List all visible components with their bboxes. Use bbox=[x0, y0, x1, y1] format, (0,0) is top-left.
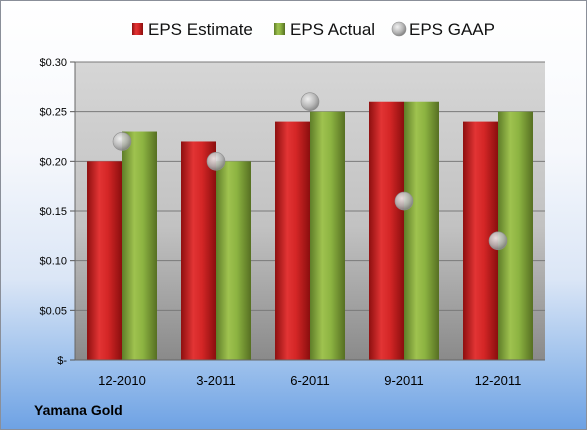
gaap-markers bbox=[112, 92, 508, 251]
y-tick-label: $0.05 bbox=[39, 305, 67, 317]
legend-item-eps-actual: EPS Actual bbox=[274, 20, 375, 39]
legend-label: EPS Estimate bbox=[148, 20, 253, 39]
legend-swatch-eps-estimate bbox=[132, 23, 143, 35]
bar-eps-actual bbox=[404, 101, 439, 360]
bar-eps-actual bbox=[310, 111, 345, 361]
x-tick-label: 12-2010 bbox=[98, 373, 146, 388]
bar-eps-estimate bbox=[275, 121, 310, 360]
bar-eps-actual bbox=[216, 161, 251, 360]
y-axis: $- $0.05 $0.10 $0.15 $0.20 $0.25 $0.30 bbox=[39, 57, 76, 367]
company-name: Yamana Gold bbox=[34, 402, 123, 418]
bars bbox=[87, 101, 533, 361]
y-tick-label: $0.10 bbox=[39, 256, 67, 268]
y-tick-label: $0.30 bbox=[39, 57, 67, 69]
y-tick-label: $- bbox=[57, 355, 67, 367]
legend-item-eps-gaap: EPS GAAP bbox=[391, 20, 495, 39]
marker-eps-gaap bbox=[300, 92, 320, 112]
legend: EPS Estimate EPS Actual EPS GAAP bbox=[132, 20, 495, 39]
x-tick-label: 9-2011 bbox=[384, 373, 424, 388]
legend-item-eps-estimate: EPS Estimate bbox=[132, 20, 253, 39]
x-tick-label: 6-2011 bbox=[290, 373, 330, 388]
bar-eps-estimate bbox=[369, 101, 404, 360]
y-tick-label: $0.15 bbox=[39, 206, 67, 218]
x-axis: 12-2010 3-2011 6-2011 9-2011 12-2011 bbox=[75, 359, 545, 388]
bar-eps-estimate bbox=[181, 141, 216, 360]
legend-label: EPS GAAP bbox=[409, 20, 495, 39]
x-tick-label: 12-2011 bbox=[475, 373, 522, 388]
bar-eps-estimate bbox=[87, 161, 122, 360]
y-tick-label: $0.20 bbox=[39, 156, 67, 168]
x-tick-label: 3-2011 bbox=[196, 373, 236, 388]
marker-eps-gaap bbox=[394, 191, 414, 211]
marker-eps-gaap bbox=[488, 231, 508, 251]
y-tick-label: $0.25 bbox=[39, 107, 67, 119]
legend-label: EPS Actual bbox=[290, 20, 375, 39]
marker-eps-gaap bbox=[112, 132, 132, 151]
legend-marker-eps-gaap bbox=[391, 21, 407, 37]
eps-chart: $- $0.05 $0.10 $0.15 $0.20 $0.25 $0.30 12-2010… bbox=[39, 20, 545, 388]
marker-eps-gaap bbox=[206, 152, 226, 171]
bar-eps-actual bbox=[122, 131, 157, 360]
legend-swatch-eps-actual bbox=[274, 23, 285, 35]
